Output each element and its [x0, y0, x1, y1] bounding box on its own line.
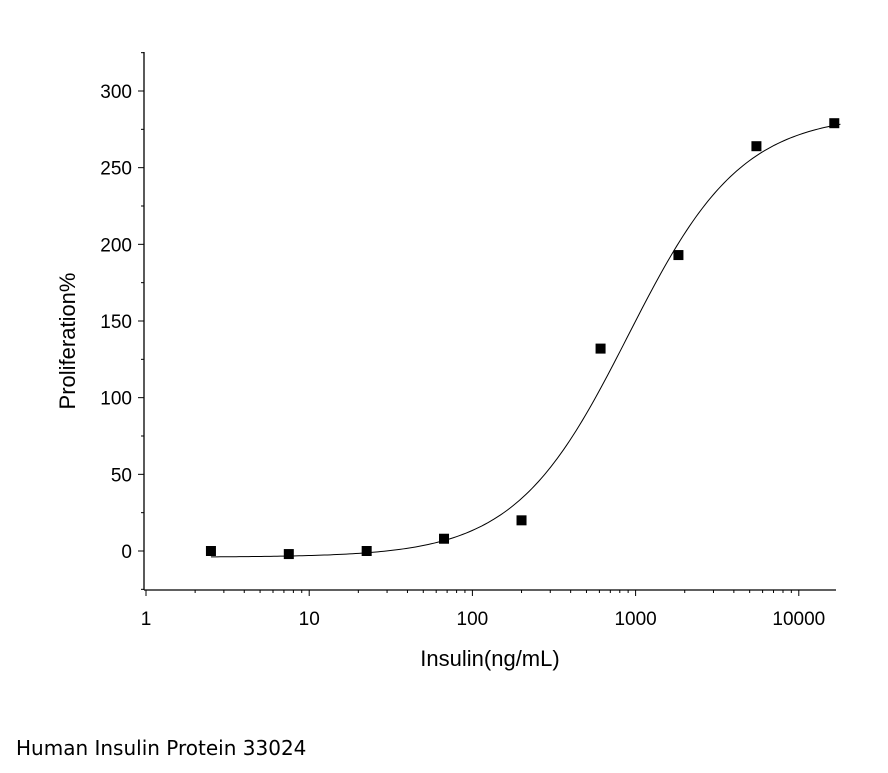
- data-point: [595, 343, 606, 354]
- x-tick-label: 1: [141, 609, 152, 630]
- data-point: [673, 250, 684, 261]
- x-tick-label: 10000: [772, 609, 825, 630]
- x-tick-label: 1000: [614, 609, 656, 630]
- data-point: [205, 546, 216, 556]
- axes: [143, 52, 836, 591]
- y-tick-label: 50: [111, 465, 132, 486]
- y-tick-label: 300: [100, 82, 132, 103]
- data-point: [439, 533, 450, 544]
- data-point: [361, 546, 372, 556]
- x-tick-label: 10: [299, 609, 320, 630]
- fit-curve: [210, 123, 841, 558]
- caption: Human Insulin Protein 33024: [16, 736, 307, 760]
- x-tick-label: 100: [457, 609, 489, 630]
- ticks: 0 50 100 150 200 250 300 1 10 100 1000 10000: [100, 52, 825, 630]
- data-point: [829, 118, 840, 129]
- data-point: [516, 515, 527, 526]
- y-tick-label: 0: [121, 542, 132, 563]
- y-axis-title: Proliferation%: [55, 273, 80, 410]
- y-tick-label: 250: [100, 159, 132, 180]
- x-axis-title: Insulin(ng/mL): [420, 646, 559, 671]
- data-point: [283, 549, 294, 560]
- data-points: [205, 118, 840, 560]
- data-point: [751, 141, 762, 152]
- y-tick-label: 100: [100, 389, 132, 410]
- chart: 0 50 100 150 200 250 300 1 10 100 1000 10000 Insuli…: [55, 52, 841, 671]
- y-tick-label: 200: [100, 235, 132, 256]
- y-tick-label: 150: [100, 312, 132, 333]
